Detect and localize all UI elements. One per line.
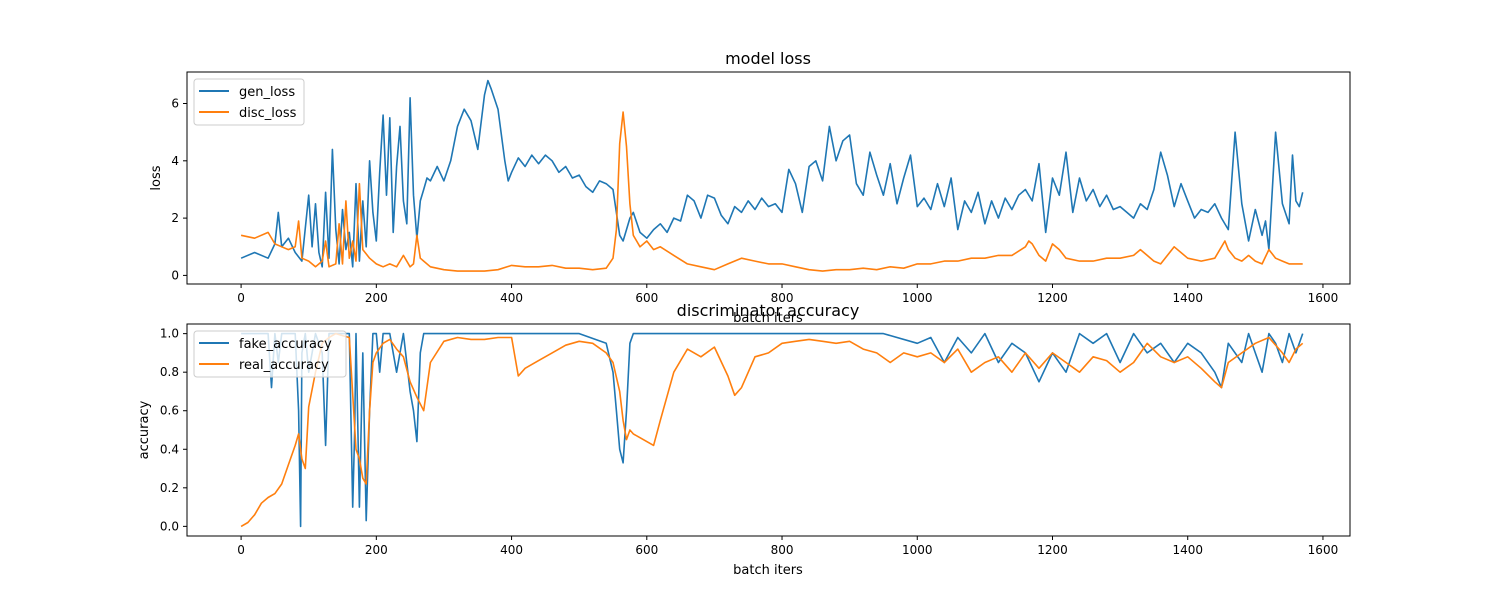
loss-y-tick-label: 2: [171, 211, 179, 225]
accuracy-legend-box: [193, 330, 347, 378]
loss-y-tick-label: 0: [171, 268, 179, 282]
accuracy-subplot: discriminator accuracy batch iters accur…: [137, 301, 1351, 578]
accuracy-x-tick-label: 1400: [1172, 543, 1203, 557]
real-accuracy-legend-label: real_accuracy: [239, 358, 329, 373]
gen-loss-legend-label: gen_loss: [239, 85, 295, 100]
accuracy-x-tick-label: 0: [237, 543, 245, 557]
loss-x-tick-label: 1200: [1037, 291, 1068, 305]
loss-x-tick-label: 400: [500, 291, 523, 305]
accuracy-y-axis-label: accuracy: [137, 400, 152, 459]
accuracy-x-tick-label: 1600: [1308, 543, 1339, 557]
loss-x-tick-label: 1000: [902, 291, 933, 305]
loss-x-tick-label: 600: [635, 291, 658, 305]
loss-x-tick-label: 1600: [1308, 291, 1339, 305]
accuracy-x-axis-label: batch iters: [733, 563, 803, 578]
accuracy-x-tick-label: 400: [500, 543, 523, 557]
loss-x-tick-label: 200: [365, 291, 388, 305]
loss-ticks: 0 200 400 600 800 1000 1200 1400 1600 0 2 4 6: [171, 97, 1338, 305]
loss-x-tick-label: 0: [237, 291, 245, 305]
accuracy-y-tick-label: 0.0: [160, 519, 179, 533]
accuracy-x-tick-label: 800: [771, 543, 794, 557]
accuracy-ticks: 0 200 400 600 800 1000 1200 1400 1600 0.0 0.2 0.4 0.…: [160, 327, 1338, 557]
loss-chart-title: model loss: [725, 49, 811, 68]
fake-accuracy-line: [241, 332, 1304, 528]
accuracy-x-tick-label: 1200: [1037, 543, 1068, 557]
loss-legend: gen_loss disc_loss: [193, 78, 305, 126]
loss-x-axis-label: batch iters: [733, 311, 803, 326]
loss-x-tick-label: 1400: [1172, 291, 1203, 305]
accuracy-y-tick-label: 0.4: [160, 442, 179, 456]
real-accuracy-line: [240, 332, 1304, 528]
disc-loss-legend-label: disc_loss: [239, 106, 297, 121]
loss-subplot: model loss batch iters loss 0 200 400 600 80…: [149, 49, 1351, 326]
loss-plot-frame: [186, 71, 1351, 285]
accuracy-x-tick-label: 600: [635, 543, 658, 557]
fake-accuracy-legend-label: fake_accuracy: [239, 337, 332, 352]
loss-y-tick-label: 6: [171, 97, 179, 111]
disc-loss-line: [240, 111, 1303, 272]
loss-x-tick-label: 800: [771, 291, 794, 305]
accuracy-legend: fake_accuracy real_accuracy: [193, 330, 347, 378]
accuracy-y-tick-label: 0.2: [160, 481, 179, 495]
accuracy-y-tick-label: 0.6: [160, 404, 179, 418]
loss-y-axis-label: loss: [149, 165, 164, 190]
gen-loss-line: [240, 79, 1304, 268]
accuracy-chart-title: discriminator accuracy: [677, 301, 860, 320]
loss-y-tick-label: 4: [171, 154, 179, 168]
accuracy-plot-frame: [186, 323, 1351, 537]
accuracy-x-tick-label: 1000: [902, 543, 933, 557]
accuracy-y-tick-label: 1.0: [160, 327, 179, 341]
accuracy-series-group: [240, 332, 1304, 528]
loss-series-group: [240, 79, 1304, 272]
accuracy-y-tick-label: 0.8: [160, 365, 179, 379]
accuracy-x-tick-label: 200: [365, 543, 388, 557]
